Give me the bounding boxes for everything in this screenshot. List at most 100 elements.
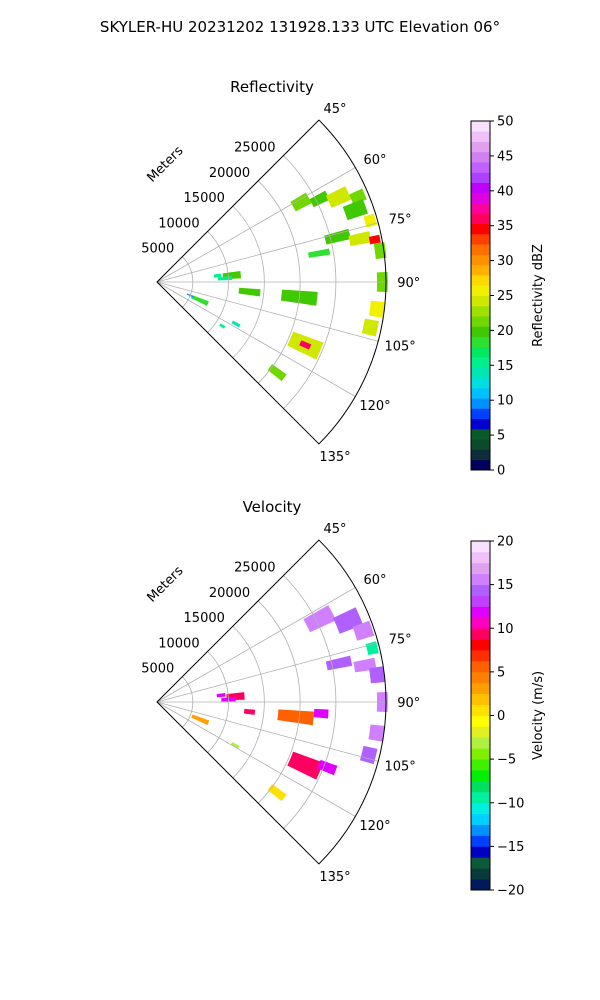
echo-cell [277,709,315,726]
echo-cell [238,287,261,297]
colorbar-swatch [471,562,490,575]
colorbar-swatch [471,151,490,163]
echo-cell [369,666,386,684]
panel-title: Velocity [243,498,302,516]
colorbar-swatch [471,639,490,651]
echo-cell [290,192,312,212]
range-axis-label: Meters [144,143,186,185]
colorbar-swatch [471,868,490,880]
colorbar-swatch [471,377,490,389]
colorbar-swatch [471,264,490,276]
colorbar-swatch [471,387,490,399]
colorbar-swatch [471,428,490,440]
colorbar-tick-label: 30 [497,254,514,269]
range-axis-label: Meters [144,563,186,605]
range-tick-label: 5000 [141,662,174,677]
range-tick-label: 10000 [158,636,199,651]
echo-cell [368,234,381,245]
azimuth-tick-label: 45° [323,522,346,537]
colorbar-swatch [471,813,490,825]
colorbar-swatch [471,693,490,705]
range-tick-label: 20000 [209,586,250,601]
colorbar-swatch [471,162,490,173]
velocity-panel: Velocity 45° 60° 75° 90° 105° 120° 135° 5000 1000… [141,498,546,899]
azimuth-spoke [156,587,356,703]
azimuth-spoke [156,701,379,762]
colorbar-tick-label: 15 [497,359,514,374]
azimuth-tick-label: 105° [384,760,415,775]
colorbar-swatch [471,671,490,684]
colorbar-swatch [471,715,490,727]
echo-cell [308,248,331,258]
echo-cell [243,708,256,715]
colorbar-swatch [471,650,490,662]
echo-cell [190,295,209,306]
colorbar-swatch [471,802,490,815]
azimuth-tick-label: 135° [319,450,350,465]
azimuth-tick-label: 45° [323,102,346,117]
colorbar-swatch [471,244,490,255]
colorbar-swatch [471,398,490,409]
colorbar-swatch [471,316,490,327]
colorbar-swatch [471,682,490,695]
colorbar-swatch [471,541,490,553]
colorbar-swatch [471,213,490,225]
colorbar-swatch [471,233,490,245]
echo-cell [299,340,312,350]
colorbar-label: Reflectivity dBZ [531,244,546,347]
colorbar-swatch [471,824,490,836]
echo-cell [230,741,240,749]
colorbar-swatch [471,172,490,183]
colorbar-swatch [471,346,490,358]
azimuth-spoke [156,281,356,397]
colorbar-swatch [471,857,490,869]
sector-frame [156,119,387,445]
panel-title: Reflectivity [230,78,314,96]
colorbar-swatch [471,573,490,586]
colorbar-tick-label: −5 [497,753,516,768]
echo-cell [309,190,330,208]
colorbar-tick-label: 15 [497,578,514,593]
colorbar-swatch [471,449,490,461]
colorbar-swatch [471,748,490,760]
echo-cell [361,318,379,337]
colorbar-swatch [471,660,490,673]
colorbar-swatch [471,595,490,607]
colorbar-swatch [471,305,490,317]
colorbar-swatch [471,617,490,629]
azimuth-spoke [156,222,379,283]
echo-cell [231,320,241,328]
azimuth-tick-label: 105° [384,340,415,355]
colorbar-swatch [471,606,490,618]
radar-echoes [186,186,388,382]
colorbar-tick-label: 20 [497,324,514,339]
colorbar-swatch [471,418,490,430]
azimuth-tick-label: 135° [319,870,350,885]
azimuth-tick-label: 60° [363,153,386,168]
colorbar-swatch [471,192,490,204]
azimuth-tick-label: 90° [397,696,420,711]
azimuth-tick-label: 75° [389,632,412,647]
colorbar-swatch [471,879,490,891]
echo-cell [325,186,352,208]
echo-cell [317,759,338,776]
colorbar-swatch [471,726,490,738]
colorbar-tick-label: 0 [497,464,505,479]
colorbar-swatch [471,759,490,771]
echo-cell [365,641,379,656]
colorbar-tick-label: 25 [497,289,514,304]
echo-cell [219,323,226,329]
colorbar-swatch [471,357,490,368]
colorbar-tick-label: 10 [497,622,514,637]
reflectivity-panel: Reflectivity45°60°75°90°105°120°135°5000… [141,78,546,479]
colorbar-swatch [471,141,490,153]
echo-cell [313,708,329,719]
radar-echoes [191,605,388,802]
polar-grid [156,155,386,409]
echo-cell [368,724,385,742]
echo-cell [352,620,375,641]
colorbar-swatch [471,274,490,286]
range-tick-label: 5000 [141,242,174,257]
colorbar-swatch [471,223,490,235]
colorbar-swatch [471,254,490,266]
